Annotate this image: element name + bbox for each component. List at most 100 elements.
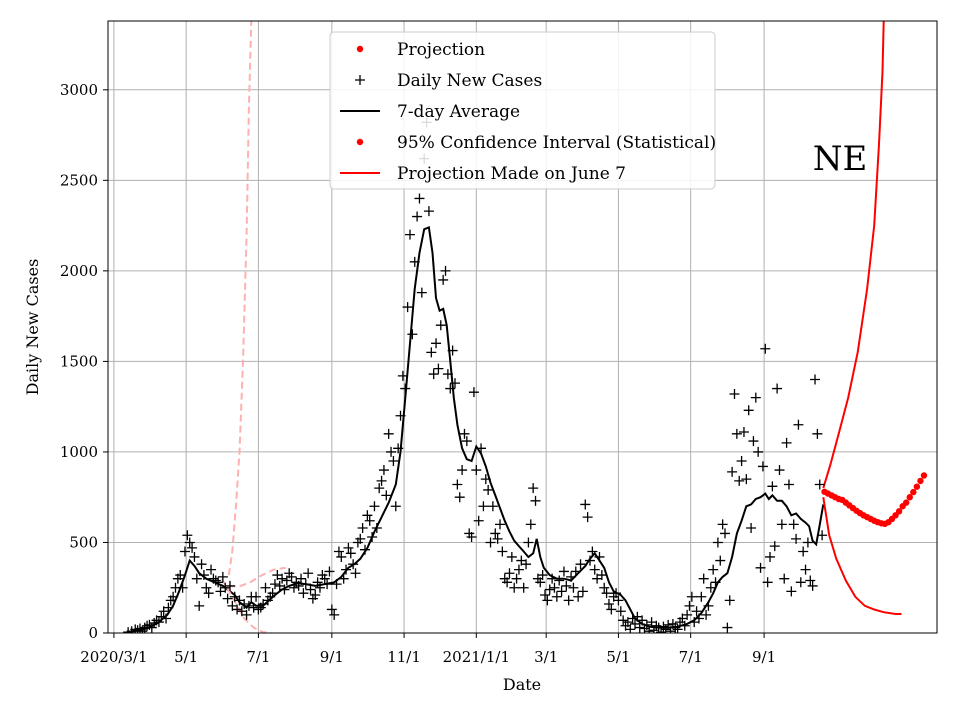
- daily-case-marker: [386, 446, 397, 457]
- projection-point: [903, 499, 910, 506]
- daily-case-marker: [388, 455, 399, 466]
- x-tick-label: 9/1: [752, 648, 776, 666]
- daily-case-marker: [691, 606, 702, 617]
- y-axis-ticks: 0 500 1000 1500 2000 2500 3000: [60, 81, 108, 642]
- daily-case-marker: [435, 320, 446, 331]
- daily-case-marker: [627, 613, 638, 624]
- daily-case-marker: [727, 466, 738, 477]
- daily-case-marker: [594, 551, 605, 562]
- daily-case-marker: [206, 564, 217, 575]
- daily-case-marker: [615, 606, 626, 617]
- daily-case-marker: [407, 329, 418, 340]
- daily-case-marker: [305, 584, 316, 595]
- daily-case-marker: [196, 559, 207, 570]
- daily-case-marker: [693, 613, 704, 624]
- daily-case-marker: [343, 542, 354, 553]
- daily-case-marker: [364, 515, 375, 526]
- x-tick-label: 7/1: [246, 648, 270, 666]
- daily-case-marker: [651, 620, 662, 631]
- daily-case-marker: [731, 428, 742, 439]
- daily-case-marker: [795, 577, 806, 588]
- daily-case-marker: [369, 501, 380, 512]
- daily-case-marker: [686, 591, 697, 602]
- region-label: NE: [813, 139, 868, 179]
- daily-case-marker: [310, 589, 321, 600]
- daily-case-marker: [288, 582, 299, 593]
- daily-case-marker: [260, 582, 271, 593]
- daily-case-marker: [348, 559, 359, 570]
- legend-marker-dot: [356, 45, 364, 53]
- daily-case-marker: [561, 580, 572, 591]
- earlier-projection-upper-faded-line: [227, 21, 253, 576]
- daily-case-marker: [378, 465, 389, 476]
- x-tick-label: 2021/1/1: [443, 648, 510, 666]
- daily-case-marker: [293, 580, 304, 591]
- legend-label: Projection Made on June 7: [397, 164, 626, 184]
- daily-case-marker: [746, 522, 757, 533]
- daily-case-marker: [783, 479, 794, 490]
- projection-point: [906, 494, 913, 501]
- daily-case-marker: [175, 570, 186, 581]
- daily-case-marker: [376, 475, 387, 486]
- daily-case-marker: [454, 492, 465, 503]
- y-tick-label: 0: [88, 624, 98, 642]
- daily-case-marker: [187, 542, 198, 553]
- legend-entry: Daily New Cases: [355, 71, 542, 91]
- daily-case-marker: [741, 474, 752, 485]
- daily-case-marker: [428, 369, 439, 380]
- daily-case-marker: [314, 582, 325, 593]
- projection-point: [913, 483, 921, 490]
- daily-case-marker: [414, 193, 425, 204]
- daily-case-marker: [483, 484, 494, 495]
- daily-case-marker: [772, 383, 783, 394]
- daily-case-marker: [400, 383, 411, 394]
- daily-case-marker: [331, 579, 342, 590]
- x-tick-label: 9/1: [320, 648, 344, 666]
- daily-case-marker: [210, 575, 221, 586]
- legend: Projection Daily New Cases 7-day Average 95…: [329, 31, 716, 190]
- daily-case-marker: [179, 546, 190, 557]
- legend-entry: 95% Confidence Interval (Statistical): [356, 133, 716, 153]
- daily-case-marker: [163, 602, 174, 613]
- x-tick-label: 7/1: [679, 648, 703, 666]
- daily-case-marker: [303, 568, 314, 579]
- daily-case-marker: [582, 512, 593, 523]
- x-axis-title: Date: [503, 675, 541, 694]
- daily-case-marker: [722, 622, 733, 633]
- daily-case-marker: [459, 428, 470, 439]
- daily-case-marker: [312, 577, 323, 588]
- daily-case-marker: [213, 577, 224, 588]
- daily-case-marker: [805, 575, 816, 586]
- daily-case-marker: [791, 533, 802, 544]
- daily-case-marker: [556, 586, 567, 597]
- daily-case-marker: [611, 588, 622, 599]
- daily-case-marker: [471, 465, 482, 476]
- daily-case-marker: [817, 530, 828, 541]
- daily-case-marker: [599, 582, 610, 593]
- daily-case-marker: [393, 443, 404, 454]
- daily-case-marker: [350, 568, 361, 579]
- daily-case-marker: [708, 564, 719, 575]
- daily-case-marker: [504, 568, 515, 579]
- daily-case-marker: [511, 573, 522, 584]
- daily-case-marker: [800, 564, 811, 575]
- daily-case-marker: [518, 582, 529, 593]
- projection-point: [895, 508, 903, 515]
- earlier-projection-faded-line: [220, 578, 272, 633]
- daily-case-marker: [326, 604, 337, 615]
- daily-case-marker: [613, 595, 624, 606]
- daily-case-marker: [710, 577, 721, 588]
- y-tick-label: 3000: [60, 81, 98, 99]
- daily-case-marker: [701, 609, 712, 620]
- legend-marker-plus: [355, 75, 365, 85]
- legend-box: [329, 31, 716, 190]
- legend-label: 95% Confidence Interval (Statistical): [397, 133, 716, 153]
- daily-case-marker: [634, 622, 645, 633]
- daily-case-marker: [703, 600, 714, 611]
- daily-case-marker: [540, 589, 551, 600]
- daily-case-marker: [449, 378, 460, 389]
- daily-case-marker: [585, 555, 596, 566]
- daily-case-marker: [566, 571, 577, 582]
- x-tick-label: 3/1: [534, 648, 558, 666]
- daily-case-marker: [239, 599, 250, 610]
